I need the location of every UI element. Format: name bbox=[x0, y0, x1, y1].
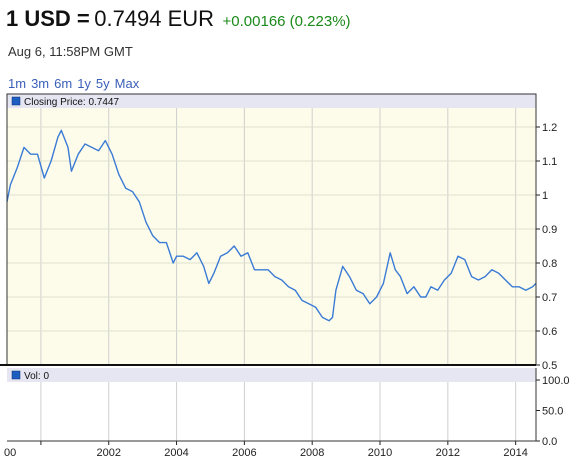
volume-legend-swatch bbox=[11, 370, 21, 380]
y-tick-label: 0.8 bbox=[542, 258, 557, 270]
x-tick-label: 2010 bbox=[368, 447, 392, 459]
x-tick-label: 2006 bbox=[232, 447, 256, 459]
x-tick-label: 2012 bbox=[436, 447, 460, 459]
y-tick-label: 1.1 bbox=[542, 156, 557, 168]
volume-y-tick-label: 100.0 bbox=[542, 375, 570, 387]
range-link-1m[interactable]: 1m bbox=[8, 76, 27, 91]
quote-line: 1 USD = 0.7494 EUR +0.00166 (0.223%) bbox=[6, 6, 351, 32]
volume-legend-bar bbox=[7, 368, 536, 382]
volume-y-tick-label: 50.0 bbox=[542, 406, 563, 418]
x-tick-label: 2004 bbox=[164, 447, 188, 459]
x-tick-label: 2002 bbox=[96, 447, 120, 459]
timestamp: Aug 6, 11:58PM GMT bbox=[8, 44, 133, 59]
y-tick-label: 1 bbox=[542, 190, 548, 202]
range-link-3m[interactable]: 3m bbox=[31, 76, 50, 91]
x-tick-label: 00 bbox=[4, 447, 16, 459]
range-link-max[interactable]: Max bbox=[114, 76, 140, 91]
price-legend-bar bbox=[7, 94, 536, 108]
y-tick-label: 0.5 bbox=[542, 360, 557, 372]
price-series-line bbox=[6, 129, 537, 322]
price-legend-label: Closing Price: 0.7447 bbox=[24, 97, 119, 108]
exchange-rate: 0.7494 EUR bbox=[94, 6, 215, 31]
range-link-6m[interactable]: 6m bbox=[54, 76, 73, 91]
y-tick-label: 1.2 bbox=[542, 122, 557, 134]
volume-legend-label: Vol: 0 bbox=[24, 371, 49, 382]
range-link-1y[interactable]: 1y bbox=[77, 76, 91, 91]
rate-change: +0.00166 (0.223%) bbox=[222, 13, 351, 30]
price-legend-swatch bbox=[11, 96, 21, 106]
y-tick-label: 0.6 bbox=[542, 326, 557, 338]
x-tick-label: 2014 bbox=[503, 447, 527, 459]
range-link-5y[interactable]: 5y bbox=[95, 76, 110, 91]
range-links: 1m 3m 6m 1y 5y Max bbox=[8, 76, 144, 91]
volume-y-tick-label: 0.0 bbox=[542, 436, 557, 448]
x-tick-label: 2008 bbox=[300, 447, 324, 459]
pair-prefix: 1 USD = bbox=[6, 6, 90, 31]
y-tick-label: 0.7 bbox=[542, 292, 557, 304]
y-tick-label: 0.9 bbox=[542, 224, 557, 236]
